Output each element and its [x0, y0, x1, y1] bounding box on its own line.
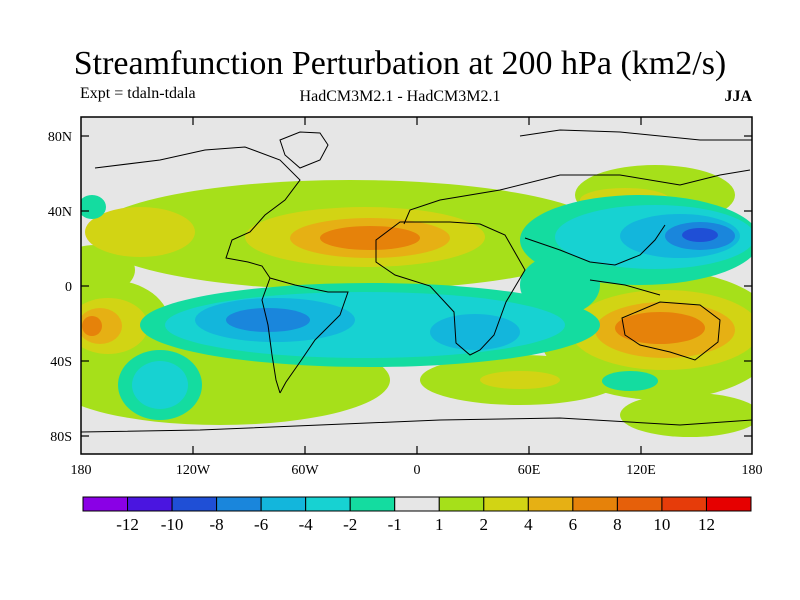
colorbar-label: -8: [210, 515, 224, 534]
experiment-label: Expt = tdaln-tdala: [80, 85, 196, 102]
lat-tick-label: 0: [65, 280, 72, 295]
season-label: JJA: [724, 88, 752, 105]
lon-tick-label: 180: [742, 463, 763, 478]
coastlines: [81, 129, 752, 433]
colorbar-label: 6: [569, 515, 578, 534]
colorbar-swatch: [483, 496, 529, 512]
model-label: HadCM3M2.1 - HadCM3M2.1: [299, 88, 501, 105]
lon-tick-label: 120E: [626, 463, 656, 478]
colorbar-label: -12: [116, 515, 139, 534]
colorbar-label: 4: [524, 515, 533, 534]
lon-tick-label: 120W: [176, 463, 211, 478]
chart-title: Streamfunction Perturbation at 200 hPa (…: [73, 45, 727, 82]
colorbar-swatch: [661, 496, 707, 512]
lon-axis: [192, 117, 642, 454]
lat-tick-label: 40S: [50, 355, 72, 370]
colorbar-swatch: [305, 496, 351, 512]
lon-tick-label: 0: [414, 463, 421, 478]
lat-tick-label: 80S: [50, 430, 72, 445]
colorbar-swatch: [616, 496, 663, 512]
colorbar-label: -4: [299, 515, 314, 534]
colorbar-swatch: [527, 496, 574, 512]
colorbar-swatch: [572, 496, 618, 512]
colorbar-label: -10: [161, 515, 184, 534]
colorbar-label: -2: [343, 515, 357, 534]
negative-anomalies: [81, 195, 752, 420]
lat-tick-label: 80N: [48, 130, 72, 145]
colorbar-label: 12: [698, 515, 715, 534]
lon-tick-label: 180: [71, 463, 92, 478]
lon-tick-label: 60E: [518, 463, 541, 478]
colorbar-label: 1: [435, 515, 444, 534]
colorbar-swatch: [127, 496, 173, 512]
colorbar-swatch: [260, 496, 307, 512]
colorbar-swatch: [216, 496, 262, 512]
lat-axis: [81, 135, 752, 437]
colorbar-swatch: [171, 496, 218, 512]
colorbar-label: 10: [653, 515, 670, 534]
lon-tick-label: 60W: [291, 463, 319, 478]
colorbar-swatch: [394, 496, 440, 512]
colorbar-labels: -12 -10 -8 -6 -4 -2 -1 1 2 4 6 8 10 12: [116, 515, 715, 534]
colorbar-label: 2: [480, 515, 489, 534]
colorbar-swatch: [349, 496, 396, 512]
colorbar-label: -6: [254, 515, 268, 534]
colorbar-swatch: [82, 496, 129, 512]
lat-tick-label: 40N: [48, 205, 72, 220]
lon-tick-labels: 180 120W 60W 0 60E 120E 180: [71, 463, 763, 478]
colorbar-label: -1: [388, 515, 402, 534]
colorbar-swatch: [705, 496, 752, 512]
colorbar: [82, 496, 752, 512]
colorbar-swatch: [438, 496, 485, 512]
contour-field: [81, 117, 752, 454]
lat-tick-labels: 80N 40N 0 40S 80S: [48, 130, 72, 445]
colorbar-label: 8: [613, 515, 622, 534]
